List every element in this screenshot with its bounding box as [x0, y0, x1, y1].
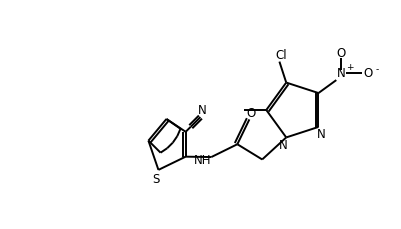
Text: O: O [363, 67, 372, 80]
Text: Cl: Cl [275, 49, 287, 62]
Text: S: S [152, 172, 160, 185]
Text: N: N [316, 128, 325, 141]
Text: N: N [336, 67, 344, 80]
Text: -: - [375, 65, 378, 74]
Text: O: O [336, 46, 345, 59]
Text: N: N [278, 138, 287, 151]
Text: O: O [245, 106, 255, 119]
Text: N: N [198, 104, 206, 117]
Text: NH: NH [193, 153, 211, 166]
Text: +: + [346, 62, 353, 71]
